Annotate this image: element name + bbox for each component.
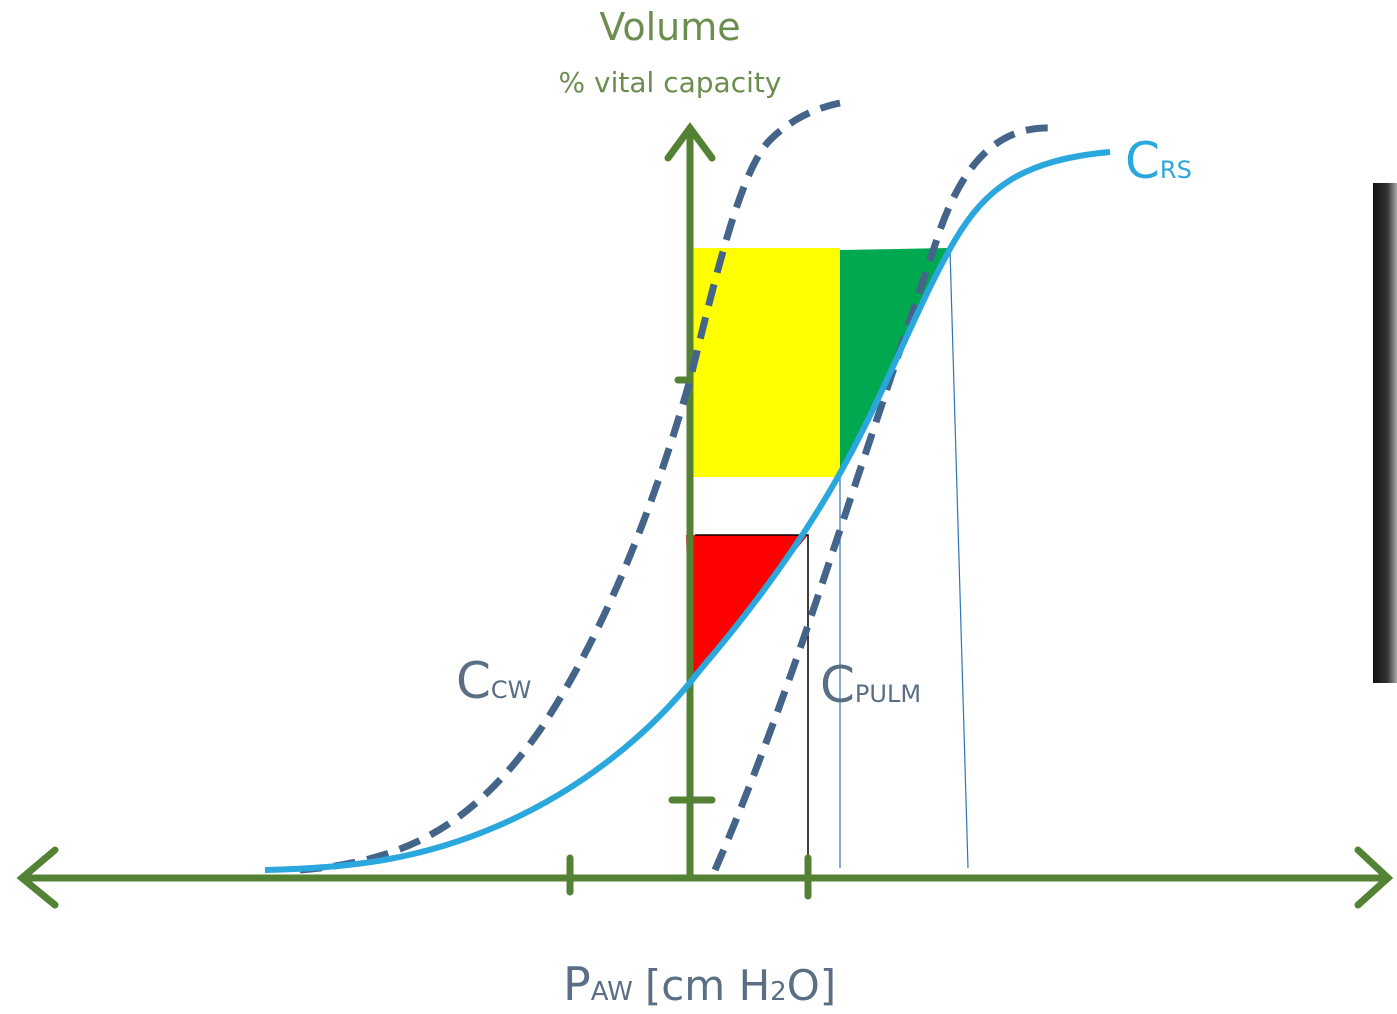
unit: [cm H [645,961,770,1010]
letter: C [1125,132,1160,190]
unit-subscript: 2 [770,977,787,1007]
crs-label: CRS [1125,132,1192,190]
cpulm-label: CPULM [820,656,921,714]
letter: P [563,957,591,1011]
y-axis-title: Volume [599,5,740,49]
x-axis-title: PAW [cm H2O] [563,957,836,1011]
subscript: PULM [855,680,921,708]
page: Volume % vital capacity CRS CCW CPULM PA… [0,0,1397,1014]
blue-guide [950,250,968,868]
y-axis-subtitle: % vital capacity [559,66,782,99]
letter: C [820,656,855,714]
unit: O] [787,961,836,1010]
diagram: Volume % vital capacity CRS CCW CPULM PA… [0,0,1397,1014]
letter: C [456,652,491,710]
subscript: AW [591,977,633,1007]
cpulm-curve [715,128,1055,870]
axes [22,128,1388,905]
subscript: RS [1160,156,1192,184]
subscript: CW [491,676,532,704]
image-fragment [1373,183,1397,683]
ccw-label: CCW [456,652,531,710]
yellow-area [692,248,840,477]
